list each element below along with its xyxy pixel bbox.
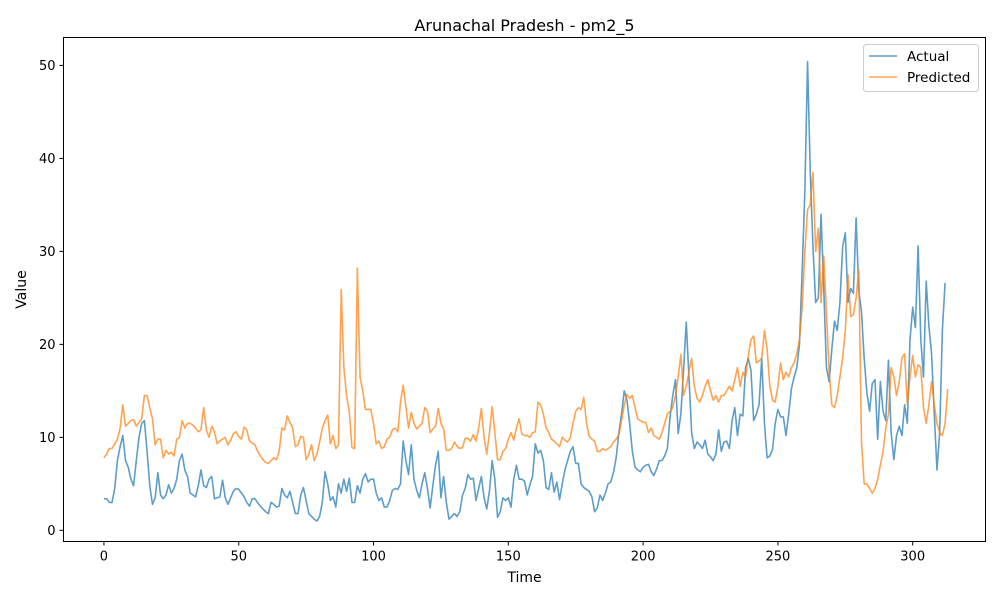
chart-title: Arunachal Pradesh - pm2_5	[414, 16, 634, 36]
x-axis: 0 50 100 150 200 250 300	[100, 541, 925, 565]
plot-frame	[63, 37, 986, 542]
x-tick-label: 200	[631, 550, 656, 565]
series-line-actual	[103, 60, 946, 522]
y-tick-label: 0	[47, 524, 55, 539]
y-tick-label: 30	[39, 245, 56, 260]
x-tick-label: 250	[766, 550, 791, 565]
x-tick-label: 50	[230, 550, 247, 565]
x-tick-label: 0	[100, 550, 108, 565]
plot-area	[63, 37, 986, 542]
y-tick-label: 40	[39, 152, 56, 167]
x-tick-label: 100	[361, 550, 386, 565]
legend-label-actual: Actual	[907, 49, 949, 65]
x-tick-label: 150	[496, 550, 521, 565]
x-tick-label: 300	[900, 550, 925, 565]
series-layer	[103, 60, 949, 522]
series-line-predicted	[103, 171, 949, 494]
y-tick-label: 50	[39, 59, 56, 74]
legend-label-predicted: Predicted	[907, 70, 970, 86]
y-axis-label: Value	[14, 270, 30, 308]
y-axis: 0 10 20 30 40 50	[39, 59, 64, 539]
y-tick-label: 10	[39, 431, 56, 446]
legend: Actual Predicted	[863, 44, 979, 92]
y-tick-label: 20	[39, 338, 56, 353]
x-axis-label: Time	[506, 570, 541, 586]
